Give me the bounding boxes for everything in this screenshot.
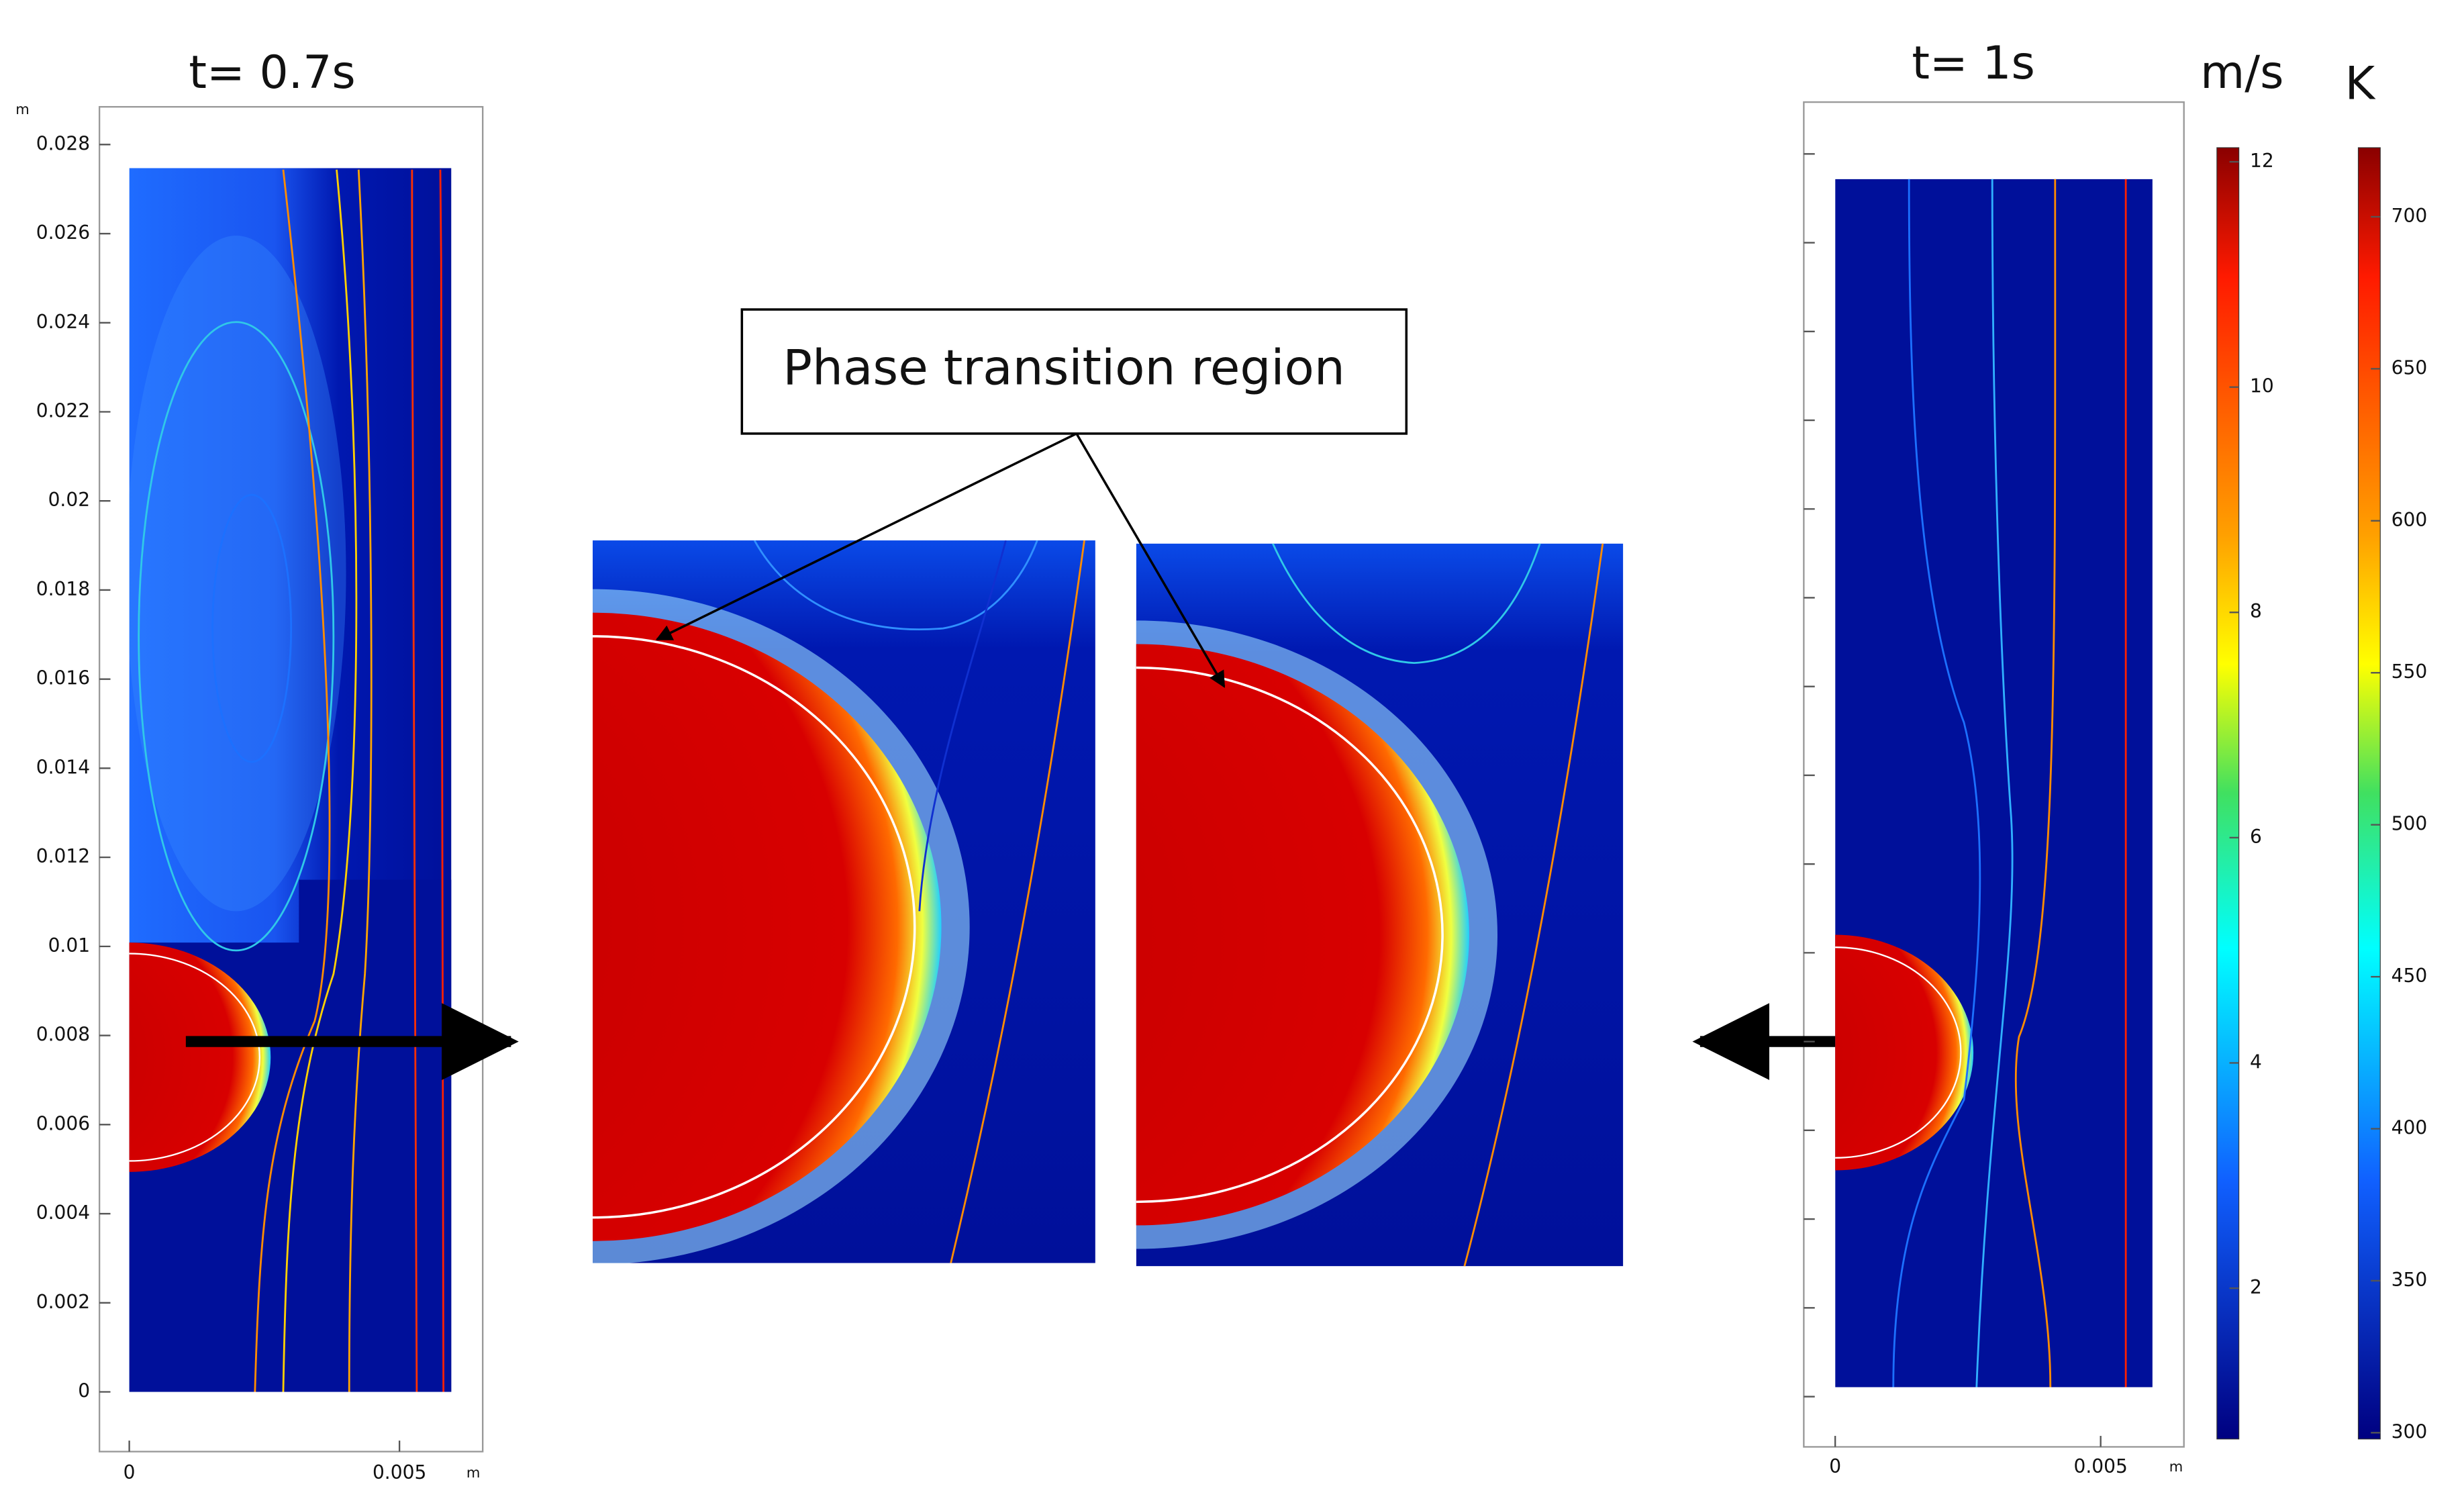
y-tick-label: 0.008 <box>36 1024 90 1046</box>
y-tick-label: 0.004 <box>36 1202 90 1224</box>
colorbar <box>2357 147 2381 1440</box>
y-tick-label: 0.026 <box>36 222 90 244</box>
colorbar-tick-label: 650 <box>2392 356 2428 379</box>
colorbar-tick-label: 400 <box>2392 1117 2428 1139</box>
colorbar-tick-label: 6 <box>2250 826 2262 848</box>
y-tick-label: 0.024 <box>36 311 90 333</box>
y-tick-label: 0.028 <box>36 132 90 154</box>
axis-unit: m <box>466 1464 481 1481</box>
colorbar-tick-label: 12 <box>2250 150 2274 172</box>
x-tick-label: 0.005 <box>2073 1455 2127 1477</box>
colorbar-tick-label: 300 <box>2392 1420 2428 1443</box>
x-tick-label: 0 <box>1829 1455 1841 1477</box>
colorbar-unit: m/s <box>2200 46 2283 99</box>
y-tick-label: 0 <box>78 1379 90 1402</box>
colorbar-tick-label: 550 <box>2392 661 2428 683</box>
field-right <box>1835 179 2153 1388</box>
callout-text: Phase transition region <box>783 340 1345 396</box>
y-tick-label: 0.012 <box>36 845 90 867</box>
zoom-panel <box>1136 543 1624 1267</box>
axis-unit: m <box>2169 1458 2183 1475</box>
axis-unit: m <box>15 101 30 117</box>
plot-title: t= 1s <box>1912 37 2035 90</box>
colorbar-tick-label: 500 <box>2392 813 2428 835</box>
colorbar-tick-label: 700 <box>2392 205 2428 227</box>
callout-arrow <box>1075 433 1226 688</box>
plot-title: t= 0.7s <box>189 46 355 99</box>
colorbar-unit: K <box>2345 57 2376 110</box>
y-tick-label: 0.01 <box>48 934 91 957</box>
colorbar <box>2216 147 2240 1440</box>
y-tick-label: 0.014 <box>36 756 90 778</box>
colorbar-tick-label: 450 <box>2392 965 2428 987</box>
y-tick-label: 0.018 <box>36 578 90 600</box>
y-tick-label: 0.022 <box>36 399 90 422</box>
callout-box <box>740 308 1408 435</box>
colorbar-tick-label: 600 <box>2392 509 2428 531</box>
y-tick-label: 0.006 <box>36 1112 90 1134</box>
colorbar-tick-label: 8 <box>2250 600 2262 622</box>
y-tick-label: 0.016 <box>36 667 90 689</box>
callout-arrow <box>655 432 1077 641</box>
colorbar-tick-label: 4 <box>2250 1051 2262 1073</box>
zoom-panel <box>593 540 1095 1263</box>
colorbar-tick-label: 2 <box>2250 1276 2262 1298</box>
colorbar-tick-label: 10 <box>2250 375 2274 397</box>
plot-frame <box>1803 101 2185 1448</box>
x-tick-label: 0.005 <box>373 1461 426 1484</box>
field-left <box>129 168 452 1392</box>
y-tick-label: 0.002 <box>36 1291 90 1313</box>
colorbar-tick-label: 350 <box>2392 1269 2428 1291</box>
x-tick-label: 0 <box>124 1461 136 1484</box>
plot-frame <box>98 105 484 1453</box>
y-tick-label: 0.02 <box>48 489 91 511</box>
